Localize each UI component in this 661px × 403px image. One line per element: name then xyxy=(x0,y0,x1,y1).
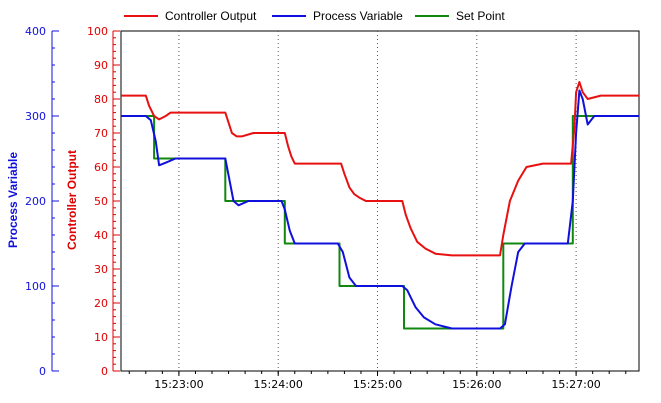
pv-tick-label: 400 xyxy=(25,25,46,38)
legend-label-set-point: Set Point xyxy=(456,9,505,23)
series-process-variable xyxy=(121,89,639,330)
plot-area xyxy=(120,30,640,372)
legend-label-process-variable: Process Variable xyxy=(313,9,403,23)
x-tick-label: 15:27:00 xyxy=(551,378,600,391)
co-tick-label: 30 xyxy=(94,263,108,276)
x-tick-label: 15:23:00 xyxy=(154,378,203,391)
pv-tick-label: 100 xyxy=(25,280,46,293)
pv-tick-label: 200 xyxy=(25,195,46,208)
co-tick-label: 40 xyxy=(94,229,108,242)
process-variable-axis-title: Process Variable xyxy=(6,152,20,248)
x-tick-label: 15:26:00 xyxy=(452,378,501,391)
series-lines xyxy=(121,81,639,330)
controller-output-axis-title: Controller Output xyxy=(65,150,79,250)
co-tick-label: 80 xyxy=(94,93,108,106)
process-variable-axis: 0 100 200 300 400 xyxy=(25,25,59,378)
x-tick-label: 15:24:00 xyxy=(254,378,303,391)
co-tick-label: 10 xyxy=(94,331,108,344)
co-tick-label: 100 xyxy=(87,25,108,38)
co-tick-label: 90 xyxy=(94,59,108,72)
co-tick-label: 50 xyxy=(94,195,108,208)
co-tick-label: 70 xyxy=(94,127,108,140)
co-tick-label: 20 xyxy=(94,297,108,310)
pv-tick-label: 300 xyxy=(25,110,46,123)
x-gridlines xyxy=(178,31,577,371)
legend: Controller Output Process Variable Set P… xyxy=(124,9,505,23)
x-tick-label: 15:25:00 xyxy=(353,378,402,391)
co-tick-label: 60 xyxy=(94,161,108,174)
co-tick-label: 0 xyxy=(101,365,108,378)
controller-output-axis: 0 10 20 30 40 50 60 70 80 90 100 xyxy=(87,25,120,378)
legend-label-controller-output: Controller Output xyxy=(165,9,257,23)
series-controller-output xyxy=(121,81,639,257)
series-set-point xyxy=(121,115,639,330)
time-axis: 15:23:00 15:24:00 15:25:00 15:26:00 15:27:00 xyxy=(128,371,627,391)
pv-tick-label: 0 xyxy=(39,365,46,378)
